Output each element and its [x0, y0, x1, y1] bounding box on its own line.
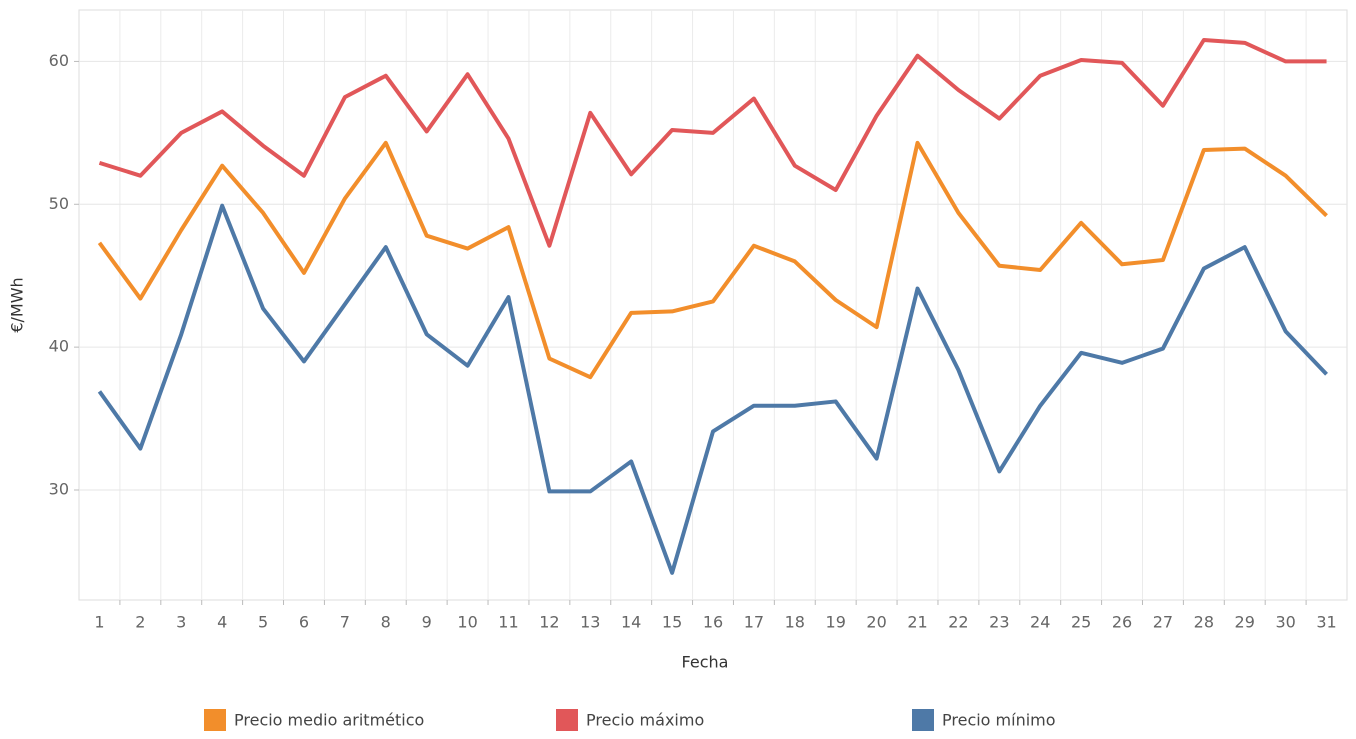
y-axis-label: €/MWh	[8, 277, 27, 332]
x-tick-label: 4	[217, 613, 227, 632]
x-tick-label: 13	[580, 613, 600, 632]
x-tick-label: 17	[744, 613, 764, 632]
x-tick-label: 25	[1071, 613, 1091, 632]
plot-frame	[78, 9, 1348, 601]
x-tick-label: 5	[258, 613, 268, 632]
x-axis-label: Fecha	[682, 653, 729, 672]
x-tick-label: 21	[907, 613, 927, 632]
legend-label: Precio medio aritmético	[234, 711, 424, 730]
legend-swatch	[204, 709, 226, 731]
legend-label: Precio mínimo	[942, 711, 1056, 730]
x-tick-label: 26	[1112, 613, 1132, 632]
y-tick-label: 30	[49, 480, 69, 499]
x-tick-label: 31	[1316, 613, 1336, 632]
x-tick-label: 14	[621, 613, 641, 632]
y-tick-label: 50	[49, 194, 69, 213]
series-line	[97, 140, 1328, 380]
x-tick-label: 7	[340, 613, 350, 632]
series-line	[98, 38, 1327, 248]
x-tick-label: 27	[1153, 613, 1173, 632]
x-tick-label: 10	[457, 613, 477, 632]
x-tick-label: 24	[1030, 613, 1050, 632]
x-tick-label: 15	[662, 613, 682, 632]
x-tick-label: 23	[989, 613, 1009, 632]
x-tick-label: 3	[176, 613, 186, 632]
x-tick-label: 30	[1275, 613, 1295, 632]
x-tick-label: 11	[498, 613, 518, 632]
x-tick-label: 28	[1194, 613, 1214, 632]
legend-label: Precio máximo	[586, 711, 704, 730]
x-tick-label: 19	[826, 613, 846, 632]
legend-swatch	[912, 709, 934, 731]
x-tick-label: 20	[866, 613, 886, 632]
x-tick-label: 2	[135, 613, 145, 632]
x-tick-label: 9	[422, 613, 432, 632]
x-tick-label: 1	[94, 613, 104, 632]
x-tick-label: 6	[299, 613, 309, 632]
y-tick-label: 60	[49, 51, 69, 70]
x-tick-label: 29	[1235, 613, 1255, 632]
series-line	[97, 203, 1328, 575]
x-tick-label: 8	[381, 613, 391, 632]
y-tick-label: 40	[49, 337, 69, 356]
x-tick-label: 12	[539, 613, 559, 632]
x-tick-label: 18	[785, 613, 805, 632]
x-tick-label: 22	[948, 613, 968, 632]
legend-swatch	[556, 709, 578, 731]
x-tick-label: 16	[703, 613, 723, 632]
